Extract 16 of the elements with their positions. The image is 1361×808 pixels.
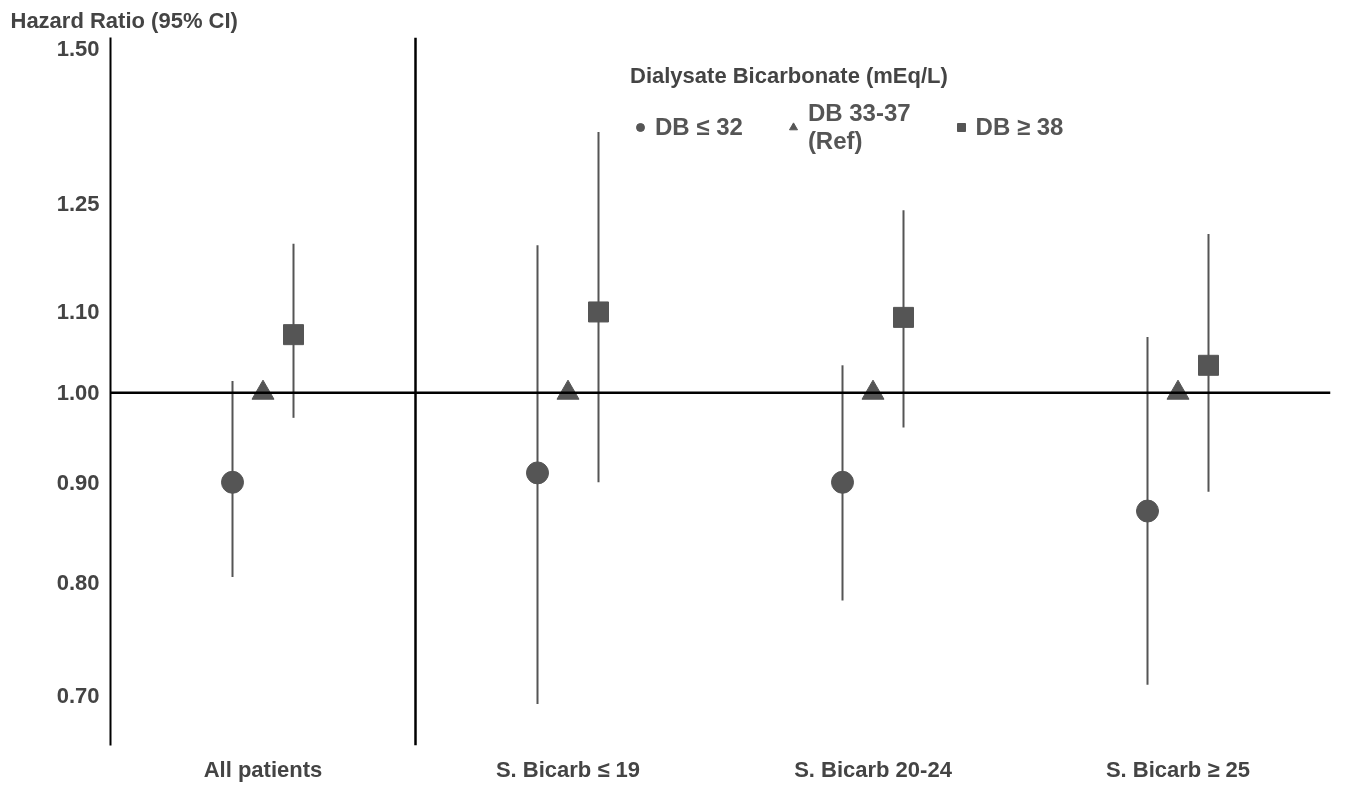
legend-label: DB 33-37 (Ref) <box>807 99 911 155</box>
x-tick-label: All patients <box>203 756 323 782</box>
y-tick-label: 1.25 <box>56 190 100 216</box>
x-tick-label: S. Bicarb ≥ 25 <box>1105 756 1251 782</box>
y-tick-label: 1.50 <box>56 36 100 62</box>
y-axis-title: Hazard Ratio (95% CI) <box>10 7 238 33</box>
legend-label: DB ≤ 32 <box>655 113 743 141</box>
legend-label: DB ≥ 38 <box>975 113 1064 141</box>
legend-title: Dialysate Bicarbonate (mEq/L) <box>630 63 949 89</box>
y-tick-label: 0.90 <box>56 469 100 495</box>
y-tick-label: 0.70 <box>56 683 100 709</box>
x-tick-label: S. Bicarb ≤ 19 <box>495 756 641 782</box>
x-tick-label: S. Bicarb 20-24 <box>794 756 953 782</box>
y-tick-label: 0.80 <box>56 569 100 595</box>
y-tick-label: 1.10 <box>56 299 100 325</box>
y-tick-label: 1.00 <box>56 380 100 406</box>
